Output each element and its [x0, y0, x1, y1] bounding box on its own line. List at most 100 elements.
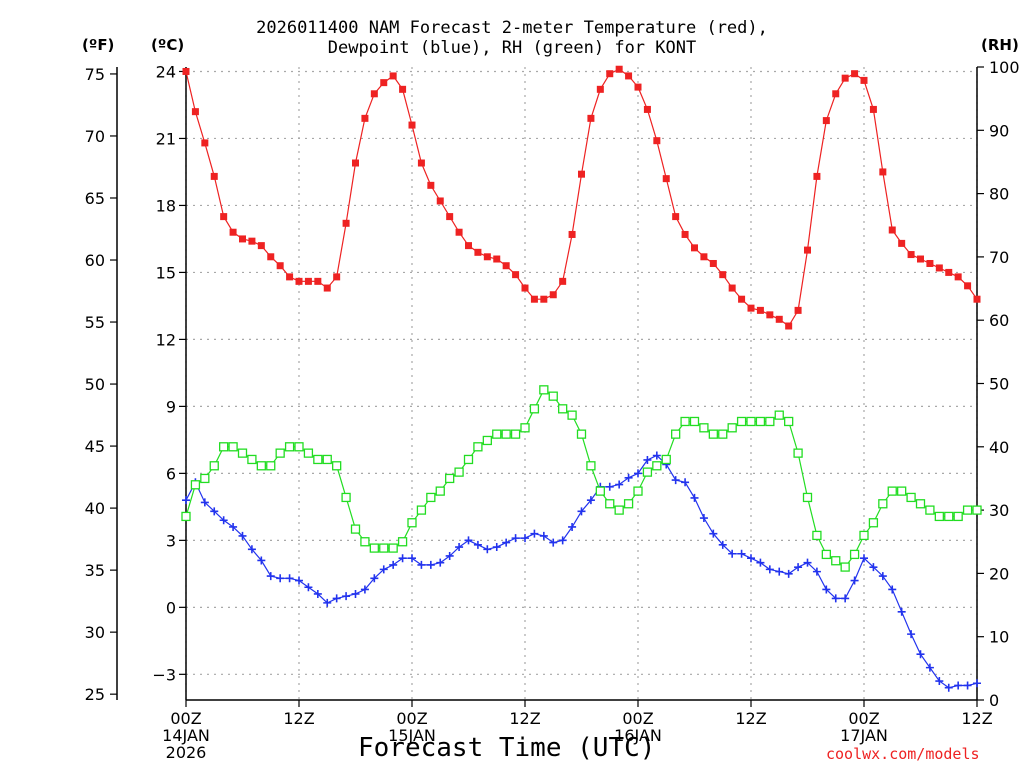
- dewpoint-point: [973, 679, 981, 688]
- rh-point: [953, 511, 963, 522]
- dewpoint-point: [831, 594, 840, 603]
- dewpoint-point: [549, 538, 558, 547]
- rh-point: [510, 429, 521, 439]
- dewpoint-point: [219, 516, 228, 525]
- temperature-point: [945, 268, 953, 276]
- dewpoint-point: [907, 630, 916, 639]
- fahrenheit-tick-label: 55: [85, 313, 105, 332]
- temperature-point: [512, 271, 520, 279]
- temperature-point: [709, 259, 717, 267]
- rh-point: [492, 429, 502, 439]
- rh-tick-label: 20: [989, 564, 1009, 583]
- rh-point: [755, 416, 766, 427]
- temperature-point: [775, 315, 783, 323]
- rh-point: [482, 435, 492, 446]
- rh-point: [520, 423, 530, 433]
- dewpoint-point: [398, 554, 407, 563]
- dewpoint-point: [511, 534, 520, 543]
- rh-point: [887, 486, 897, 496]
- rh-point: [369, 543, 379, 553]
- temperature-point: [653, 137, 661, 145]
- rh-point: [774, 410, 784, 420]
- rh-point: [407, 518, 417, 528]
- temperature-point: [446, 213, 454, 221]
- rh-point: [416, 505, 427, 515]
- rh-point: [802, 492, 813, 503]
- dewpoint-point: [737, 549, 746, 558]
- temperature-point: [286, 273, 294, 281]
- celsius-unit-label: (ºC): [151, 36, 185, 54]
- temperature-point: [935, 264, 943, 272]
- dewpoint-point: [182, 496, 190, 505]
- dewpoint-point: [652, 451, 661, 460]
- time-tick-label: 00Z: [622, 709, 653, 728]
- rh-point: [548, 391, 558, 401]
- dewpoint-point: [455, 543, 464, 552]
- temperature-point: [587, 114, 595, 122]
- temperature-point: [248, 237, 256, 245]
- fahrenheit-tick-label: 70: [85, 127, 105, 146]
- temperature-point: [822, 117, 830, 125]
- rh-point: [821, 549, 831, 560]
- temperature-point: [691, 244, 698, 252]
- dewpoint-point: [492, 543, 501, 552]
- dewpoint-point: [568, 522, 577, 531]
- temperature-point: [964, 282, 972, 290]
- temperature-point: [474, 248, 482, 256]
- rh-point: [849, 549, 860, 560]
- rh-point: [699, 423, 709, 433]
- temperature-point: [436, 197, 444, 205]
- fahrenheit-tick-label: 50: [85, 375, 105, 394]
- temperature-point: [483, 253, 491, 261]
- temperature-point: [596, 85, 604, 93]
- temperature-point: [662, 175, 670, 183]
- temperature-point: [267, 253, 275, 261]
- rh-point: [623, 499, 634, 509]
- rh-point: [181, 511, 191, 522]
- temperature-point: [643, 105, 651, 113]
- time-tick-label: 12Z: [509, 709, 540, 728]
- rh-point: [972, 505, 982, 515]
- dewpoint-point: [464, 536, 473, 545]
- rh-point: [190, 480, 201, 490]
- dewpoint-point: [869, 563, 878, 572]
- rh-point: [397, 537, 408, 547]
- temperature-point: [917, 255, 924, 263]
- rh-point: [736, 416, 747, 427]
- temperature-point: [804, 246, 811, 254]
- dewpoint-point: [681, 478, 690, 487]
- temperature-point: [794, 306, 802, 314]
- dewpoint-point: [389, 560, 398, 569]
- rh-point: [868, 518, 879, 528]
- time-tick-year: 2026: [166, 743, 207, 762]
- temperature-point: [455, 228, 463, 236]
- rh-tick-label: 0: [989, 691, 999, 710]
- chart-title-line1: 2026011400 NAM Forecast 2-meter Temperat…: [256, 18, 768, 38]
- dewpoint-point: [436, 558, 445, 567]
- dewpoint-point: [473, 540, 482, 549]
- temperature-point: [738, 295, 746, 303]
- rh-point: [642, 467, 653, 477]
- dewpoint-point: [718, 540, 727, 549]
- rh-point: [906, 492, 916, 503]
- temperature-point: [549, 291, 557, 299]
- dewpoint-point: [615, 480, 624, 489]
- time-tick-date: 15JAN: [388, 726, 436, 745]
- temperature-point: [672, 213, 680, 221]
- rh-point: [247, 454, 257, 465]
- dewpoint-point: [351, 589, 360, 598]
- credit-text: coolwx.com/models: [826, 745, 980, 763]
- celsius-tick-label: 9: [166, 397, 176, 416]
- temperature-point: [465, 242, 472, 250]
- temperature-point: [239, 235, 246, 243]
- rh-point: [360, 537, 370, 547]
- dewpoint-point: [379, 565, 388, 574]
- rh-point: [934, 511, 944, 522]
- dewpoint-point: [784, 569, 793, 578]
- dewpoint-point: [897, 607, 906, 616]
- temperature-point: [333, 273, 341, 281]
- rh-point: [350, 524, 361, 534]
- dewpoint-point: [690, 493, 699, 502]
- dewpoint-point: [304, 583, 313, 592]
